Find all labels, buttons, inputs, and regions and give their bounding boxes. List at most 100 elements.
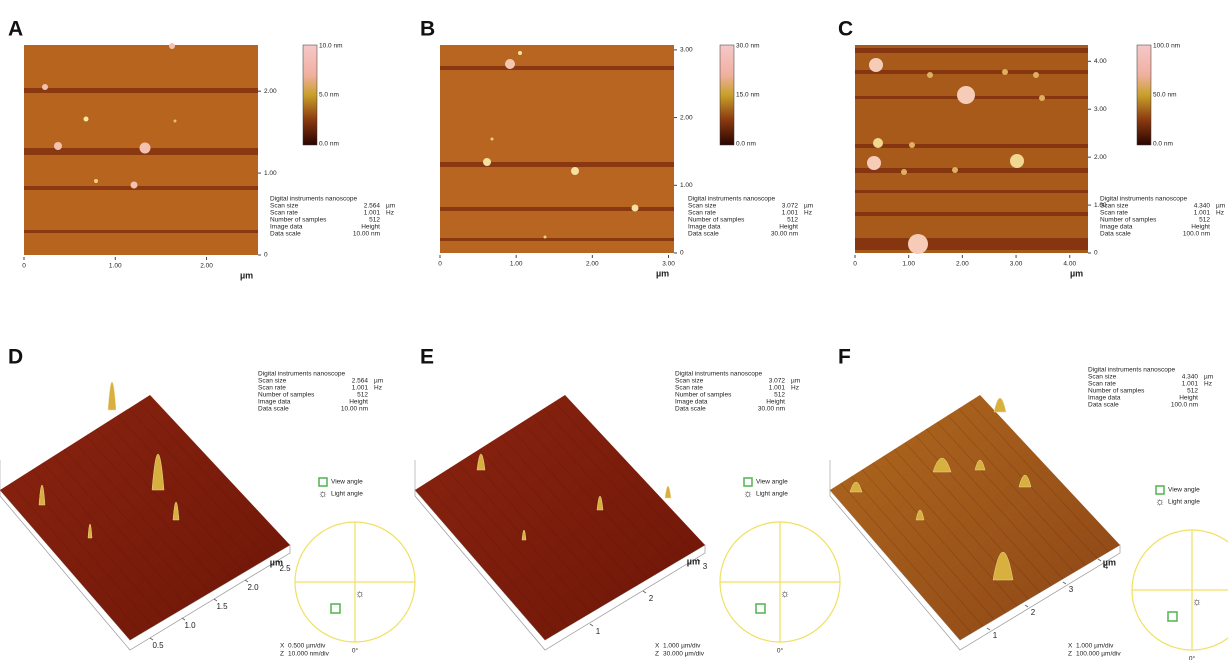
info-name: Scan size [258,378,287,385]
axis-tick [1024,604,1029,608]
scan-stripe [440,162,674,167]
particle [483,158,491,166]
scale-value: 30.000 µm/div [663,651,705,658]
axis-tick-label: 3 [703,562,708,571]
particle [571,167,579,175]
particle [952,167,958,173]
info-name: Number of samples [270,217,327,224]
info-value: 3.072 [769,378,786,385]
panel-label: E [420,346,434,369]
info-title: Digital instruments nanoscope [270,196,357,203]
axis-tick-label: 4 [1104,562,1109,571]
info-value: Height [349,399,368,406]
info-unit: Hz [1204,381,1212,388]
colorbar-label: 0.0 nm [736,141,756,148]
particle [83,116,89,122]
colorbar-label: 100.0 nm [1153,43,1180,50]
panel-label: C [838,18,853,41]
peak [664,485,672,499]
scale-axis: Z [1068,651,1072,658]
info-value: 100.0 nm [1183,231,1210,238]
info-value: 1.001 [352,385,369,392]
info-title: Digital instruments nanoscope [1100,196,1187,203]
x-tick-label: 0 [438,261,442,268]
info-unit: µm [386,203,395,210]
axis-tick [986,627,991,631]
info-value: 1.001 [769,385,786,392]
peak [476,453,486,471]
scan-line [42,462,176,613]
info-value: 30.00 nm [758,406,785,413]
info-name: Scan size [675,378,704,385]
compass-label: 0° [352,647,359,655]
view-marker [1167,611,1178,622]
info-value: 512 [1187,388,1198,395]
info-value: 30.00 nm [771,231,798,238]
info-unit: µm [374,378,383,385]
axis-tick-label: 2 [649,594,654,603]
x-tick-label: 3.00 [1010,261,1023,268]
light-marker: ☼ [780,588,790,600]
panel-label: A [8,18,23,41]
info-unit: µm [1204,374,1213,381]
x-tick-label: 1.00 [109,263,122,270]
scan-line [10,483,142,634]
info-name: Data scale [270,231,301,238]
particle [169,43,175,49]
y-tick-label: 1.00 [264,170,277,177]
info-name: Scan size [1088,374,1117,381]
info-value: 10.00 nm [341,406,368,413]
compass-label: 0° [777,647,784,655]
scan-line [521,422,660,573]
x-tick-label: 2.00 [956,261,969,268]
particle [1010,154,1024,168]
colorbar-label: 15.0 nm [736,92,760,99]
particle [867,156,881,170]
peak [151,454,165,491]
scan-stripe [855,144,1088,148]
axis-tick-label: 1.0 [184,621,196,630]
scan-line [117,415,256,566]
particle [1039,95,1045,101]
scan-stripe [24,230,258,233]
x-tick-label: 1.00 [902,261,915,268]
colorbar-label: 50.0 nm [1153,92,1177,99]
info-name: Number of samples [1088,388,1145,395]
peak [38,484,46,506]
particle [505,59,515,69]
info-name: Image data [270,224,303,231]
info-name: Image data [1100,224,1133,231]
legend-label: Light angle [331,491,363,498]
particle [543,235,547,239]
afm-image [440,45,674,253]
scan-line [139,401,279,552]
panel-label: D [8,346,23,369]
info-name: Scan rate [675,385,703,392]
info-value: Height [779,224,798,231]
scale-value: 0.500 µm/div [288,643,326,650]
info-value: 10.00 nm [353,231,380,238]
colorbar-label: 5.0 nm [319,92,339,99]
scan-line [446,469,580,620]
info-value: 100.0 nm [1171,402,1198,409]
info-unit: Hz [804,210,812,217]
legend-view-icon [1155,485,1165,495]
scan-line [554,401,694,552]
info-value: 512 [369,217,380,224]
info-name: Scan rate [1088,381,1116,388]
scan-line [969,401,1109,552]
axis-tick [1062,581,1067,585]
info-name: Image data [675,399,708,406]
info-unit: µm [791,378,800,385]
info-name: Scan rate [1100,210,1128,217]
scan-line [489,442,626,593]
afm-image [855,45,1088,253]
scan-line [936,422,1075,573]
particle [42,84,48,90]
info-value: 1.001 [1194,210,1211,217]
scan-stripe [24,88,258,93]
y-tick-label: 2.00 [1094,154,1107,161]
colorbar [302,44,318,146]
colorbar [1136,44,1152,146]
info-name: Data scale [1088,402,1119,409]
